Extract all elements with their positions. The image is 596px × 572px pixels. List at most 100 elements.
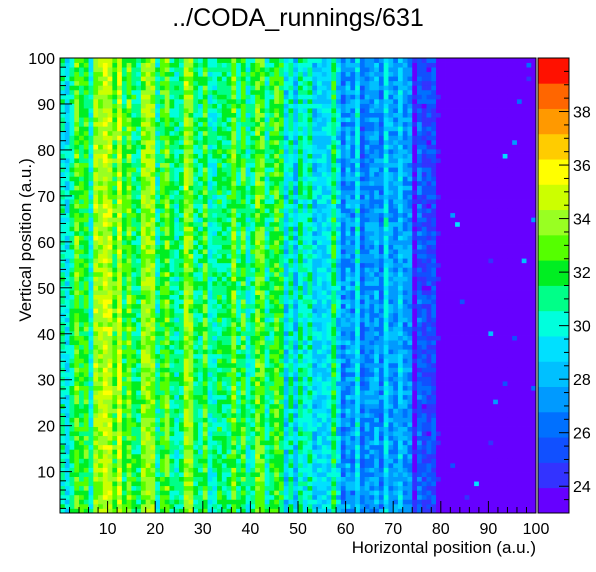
heatmap-cell [255,303,261,309]
heatmap-cell [74,258,80,264]
heatmap-cell [98,244,104,250]
heatmap-cell [240,112,247,118]
heatmap-cell [283,422,289,427]
heatmap-cell [245,453,251,459]
heatmap-cell [183,335,189,341]
heatmap-cell [269,485,275,491]
heatmap-cell [274,435,280,441]
heatmap-cell [145,444,151,450]
heatmap-cell [102,362,108,368]
heatmap-cell [102,312,108,318]
heatmap-cell [283,453,289,459]
heatmap-cell [217,149,223,154]
heatmap-cell [117,344,123,350]
heatmap-cell [250,331,256,336]
heatmap-cell [283,230,289,236]
heatmap-cell [236,280,242,286]
heatmap-cell [131,76,137,82]
heatmap-cell [169,167,175,173]
heatmap-cell [264,212,270,218]
heatmap-cell [60,249,66,255]
heatmap-cell [164,385,170,391]
heatmap-cell [88,158,94,164]
heatmap-cell [107,108,113,113]
heatmap-cell [136,103,142,109]
heatmap-cell [236,103,242,109]
heatmap-cell [98,158,104,164]
heatmap-cell [226,422,232,427]
heatmap-cell [255,399,261,405]
heatmap-cell [255,71,261,77]
heatmap-cell [131,462,137,468]
heatmap-cell [179,226,185,232]
heatmap-cell [212,253,218,259]
heatmap-cell [140,194,147,200]
heatmap-cell [174,158,180,164]
heatmap-cell [278,85,285,91]
heatmap-cell [240,280,247,286]
heatmap-cell [60,290,66,295]
heatmap-cell [140,171,147,177]
heatmap-cell [98,462,104,468]
heatmap-cell [183,171,189,177]
heatmap-cell [150,390,156,396]
heatmap-cell [88,185,94,191]
heatmap-cell [98,317,104,323]
heatmap-cell [107,508,113,514]
heatmap-cell [198,244,204,250]
heatmap-cell [226,85,232,91]
heatmap-cell [255,344,261,350]
heatmap-cell [231,494,237,500]
heatmap-cell [69,262,75,268]
heatmap-cell [126,139,132,145]
heatmap-cell [202,76,208,82]
heatmap-cell [117,244,123,250]
heatmap-cell [179,403,185,409]
heatmap-cell [164,67,170,73]
heatmap-cell [212,462,218,468]
heatmap-cell [79,267,85,273]
heatmap-cell [221,453,227,459]
heatmap-cell [183,435,189,441]
heatmap-cell [69,481,75,487]
heatmap-cell [145,258,151,264]
heatmap-cell [179,422,185,427]
heatmap-cell [264,167,270,173]
heatmap-cell [264,303,270,309]
heatmap-cell [183,276,189,282]
heatmap-cell [183,422,189,427]
heatmap-cell [245,431,251,437]
heatmap-cell [259,144,266,150]
heatmap-cell [250,249,256,255]
heatmap-cell [140,199,147,204]
heatmap-cell [283,135,289,141]
heatmap-cell [79,103,85,109]
heatmap-cell [274,171,280,177]
heatmap-cell [278,139,285,145]
heatmap-cell [255,381,261,386]
heatmap-cell [79,294,85,300]
heatmap-cell [140,176,147,182]
heatmap-cell [102,321,108,327]
heatmap-cell [193,399,199,405]
heatmap-cell [107,494,113,500]
heatmap-cell [245,103,251,109]
heatmap-cell [264,340,270,346]
heatmap-cell [226,508,232,514]
heatmap-cell [98,153,104,159]
heatmap-cell [202,290,208,295]
heatmap-cell [88,344,94,350]
heatmap-cell [250,353,256,359]
heatmap-cell [255,390,261,396]
heatmap-cell [150,167,156,173]
heatmap-cell [131,444,137,450]
heatmap-cell [88,417,94,423]
heatmap-cell [155,262,161,268]
heatmap-cell [236,367,242,373]
heatmap-cell [107,408,113,414]
heatmap-cell [98,358,104,364]
heatmap-cell [112,149,118,154]
heatmap-cell [283,399,289,405]
heatmap-cell [293,80,299,86]
heatmap-cell [145,135,151,141]
